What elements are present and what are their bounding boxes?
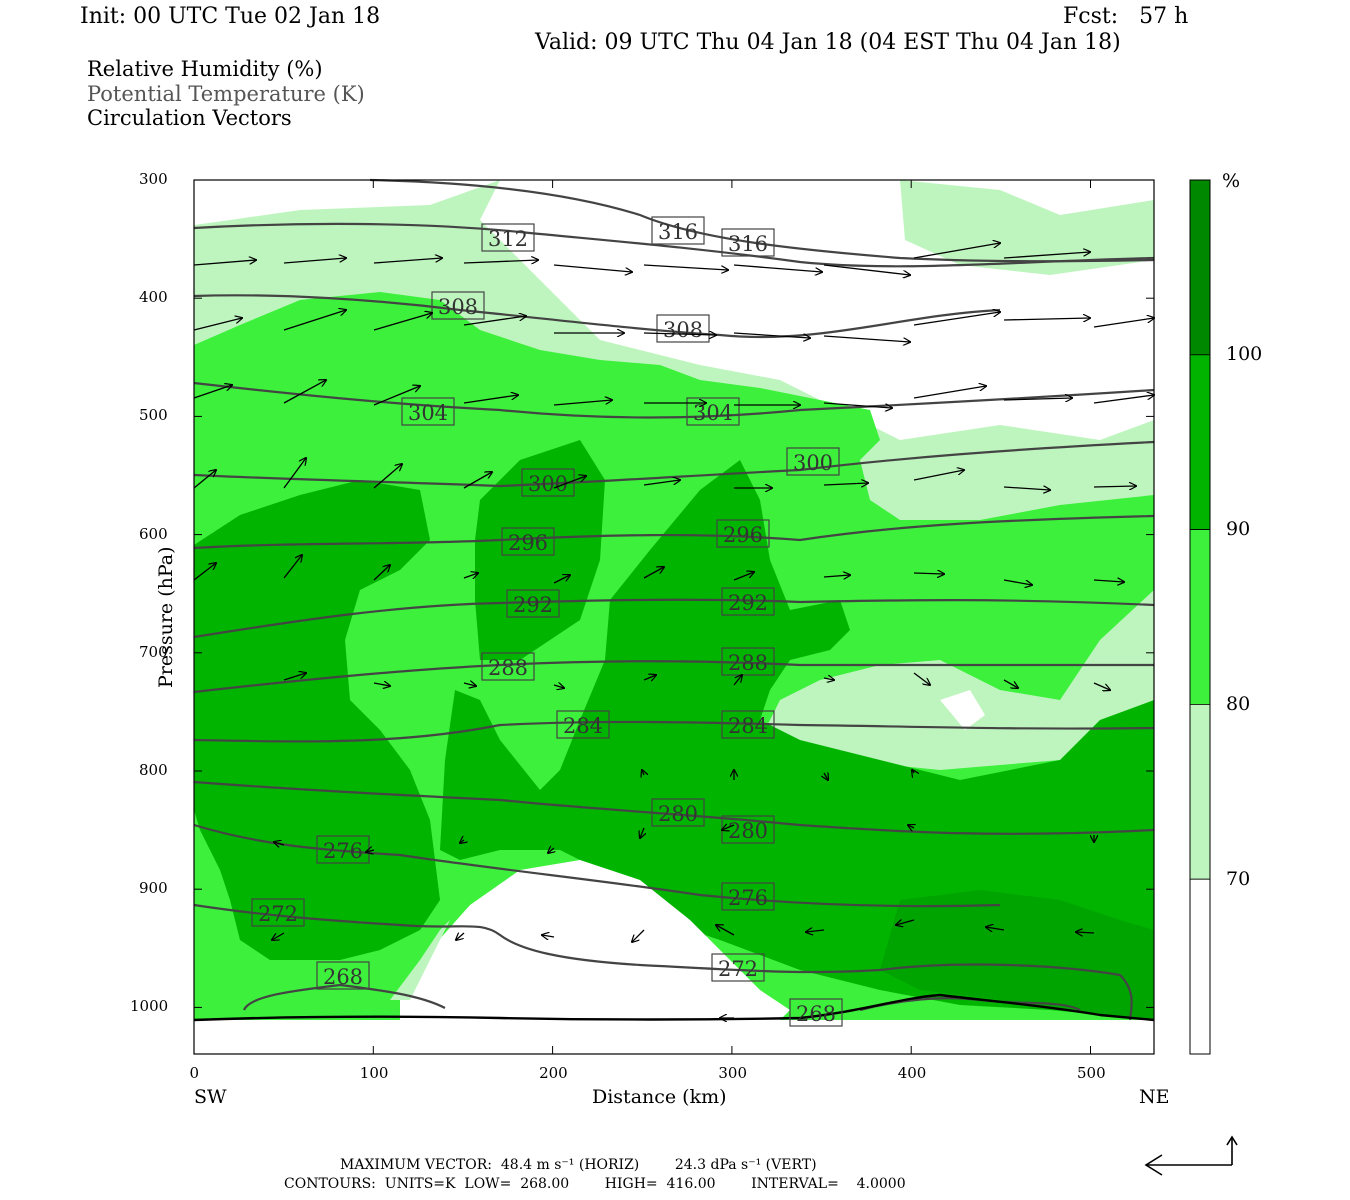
- contour-label-boxes: 312 316 316 308 308 304 304 300 300 296 296 292 292 2…: [251, 216, 843, 1027]
- contour-label-text: 292: [728, 591, 768, 615]
- contour-label: 288: [721, 647, 775, 676]
- contour-label-text: 312: [488, 227, 528, 251]
- plot-frame: [193, 179, 1155, 1055]
- contour-label: 276: [316, 835, 370, 864]
- x-tick-label: 300: [718, 1064, 748, 1082]
- contour-label-text: 288: [488, 656, 528, 680]
- contour-label: 280: [721, 815, 775, 844]
- contour-label: 280: [651, 798, 705, 827]
- contour-label: 296: [716, 519, 770, 548]
- contour-label: 304: [401, 397, 455, 426]
- circulation-vectors: [193, 243, 1154, 1018]
- y-tick-label: 500: [139, 406, 168, 425]
- y-tick-label: 900: [139, 879, 168, 898]
- colorbar-segment: [1189, 179, 1211, 356]
- forecast-hour: Fcst: 57 h: [1063, 4, 1189, 29]
- contour-label-text: 288: [728, 651, 768, 675]
- valid-time: Valid: 09 UTC Thu 04 Jan 18 (04 EST Thu …: [535, 30, 1121, 55]
- contour-label: 312: [481, 223, 535, 252]
- contour-label: 284: [556, 710, 610, 739]
- contour-label-text: 316: [728, 232, 768, 256]
- legend-circulation-vectors: Circulation Vectors: [87, 106, 292, 130]
- y-tick-label: 600: [139, 524, 168, 543]
- max-vector-note: MAXIMUM VECTOR: 48.4 m s⁻¹ (HORIZ) 24.3 …: [340, 1157, 817, 1173]
- contour-label: 308: [431, 291, 485, 320]
- x-tick-label: 500: [1077, 1064, 1106, 1082]
- contour-label: 276: [721, 882, 775, 911]
- colorbar-label-90: 90: [1226, 518, 1251, 540]
- colorbar-segment: [1189, 878, 1211, 1055]
- contour-label-text: 284: [728, 714, 768, 738]
- colorbar-frame: [1189, 179, 1211, 1055]
- contour-label: 300: [786, 447, 840, 476]
- contour-label-text: 272: [718, 957, 758, 981]
- contour-label: 316: [721, 228, 775, 257]
- contour-label-text: 316: [658, 220, 698, 244]
- colorbar-label-100: 100: [1226, 343, 1263, 365]
- legend-potential-temperature: Potential Temperature (K): [87, 82, 365, 106]
- axis-ticks: [193, 179, 1154, 1054]
- contour-label-text: 296: [723, 523, 763, 547]
- contour-label-text: 268: [796, 1002, 836, 1026]
- contour-label-text: 272: [258, 902, 298, 926]
- contour-label-text: 276: [323, 839, 363, 863]
- humidity-fill: [194, 180, 1154, 1054]
- x-axis-label: Distance (km): [592, 1086, 727, 1108]
- contour-label: 316: [651, 216, 705, 245]
- contour-label-text: 296: [508, 531, 548, 555]
- contour-label-text: 280: [728, 819, 768, 843]
- contour-label: 268: [316, 961, 370, 990]
- init-time: Init: 00 UTC Tue 02 Jan 18: [80, 4, 381, 29]
- colorbar-label-70: 70: [1226, 868, 1251, 890]
- contour-label: 272: [251, 898, 305, 927]
- contour-label: 284: [721, 710, 775, 739]
- y-tick-label: 700: [139, 642, 168, 661]
- contour-label: 304: [686, 397, 740, 426]
- contour-label-text: 300: [793, 451, 833, 475]
- colorbar-label-80: 80: [1226, 693, 1251, 715]
- colorbar-segment: [1189, 704, 1211, 880]
- contour-label-text: 304: [693, 401, 733, 425]
- contour-label: 272: [711, 953, 765, 982]
- x-tick-label: 0: [189, 1064, 200, 1082]
- y-tick-label: 400: [139, 288, 168, 307]
- contour-label: 292: [506, 589, 560, 618]
- contour-label: 296: [501, 527, 555, 556]
- y-tick-label: 300: [139, 170, 168, 188]
- legend-relative-humidity: Relative Humidity (%): [87, 57, 323, 81]
- contour-label-text: 292: [513, 593, 553, 617]
- contour-label-text: 304: [408, 401, 448, 425]
- contour-label-text: 308: [663, 318, 703, 342]
- contour-label-text: 300: [528, 472, 568, 496]
- contour-label-text: 268: [323, 965, 363, 989]
- contour-label: 292: [721, 587, 775, 616]
- contour-label-text: 308: [438, 295, 478, 319]
- contour-label: 300: [521, 468, 575, 497]
- reference-vector-icon: [1144, 1135, 1238, 1176]
- y-tick-label: 1000: [130, 997, 169, 1016]
- contour-label: 268: [789, 998, 843, 1027]
- y-axis-label: Pressure (hPa): [155, 546, 177, 688]
- isentropes: [193, 178, 1155, 1021]
- x-tick-label: 400: [897, 1064, 927, 1082]
- sw-end-label: SW: [194, 1086, 227, 1108]
- contour-label: 308: [656, 314, 710, 343]
- x-tick-label: 200: [539, 1064, 568, 1082]
- contour-label-text: 276: [728, 886, 768, 910]
- colorbar: [1189, 179, 1211, 1055]
- colorbar-unit: %: [1222, 170, 1241, 192]
- ne-end-label: NE: [1139, 1086, 1170, 1108]
- colorbar-segment: [1189, 529, 1211, 705]
- y-tick-label: 800: [139, 761, 168, 779]
- x-tick-label: 100: [359, 1064, 389, 1082]
- colorbar-segment: [1189, 354, 1211, 530]
- contour-label-text: 284: [563, 714, 603, 738]
- contour-label-text: 280: [658, 802, 698, 826]
- ground-line: [193, 993, 1155, 1022]
- contour-label: 288: [481, 652, 535, 681]
- contours-note: CONTOURS: UNITS=K LOW= 268.00 HIGH= 416.…: [284, 1176, 906, 1192]
